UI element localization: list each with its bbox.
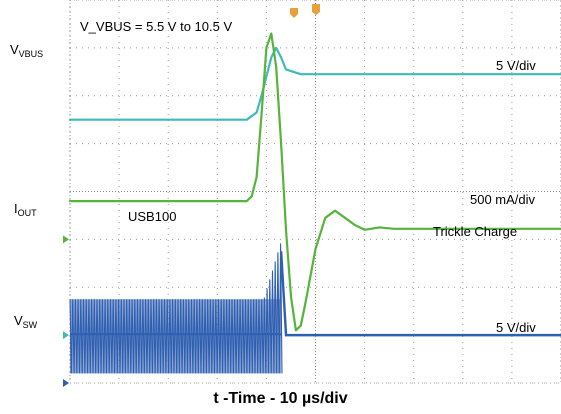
scale-label-vvbus: 5 V/div — [496, 58, 536, 73]
scale-label-vsw: 5 V/div — [496, 320, 536, 335]
grid-frame — [69, 0, 561, 384]
channel-ground-marker-2 — [63, 235, 69, 244]
channel-ground-marker-3 — [63, 379, 69, 387]
x-axis-label: t -Time - 10 µs/div — [213, 390, 348, 407]
channel-markers — [63, 235, 69, 387]
annotation-vvbus-range: V_VBUS = 5.5 V to 10.5 V — [80, 19, 233, 34]
series-label-vvbus: VVBUS — [10, 42, 44, 59]
traces — [68, 32, 561, 374]
series-band-vsw-switching — [70, 299, 282, 374]
channel-ground-marker-1 — [63, 331, 69, 340]
series-line-iout — [68, 32, 561, 332]
series-label-iout: IOUT — [14, 201, 37, 218]
series-line-vsw-settled — [279, 251, 561, 337]
series-label-vsw: VSW — [14, 313, 38, 330]
event-label-usb100: USB100 — [128, 209, 177, 224]
grid — [69, 0, 561, 384]
series-line-vvbus — [68, 46, 561, 121]
trigger-marker — [290, 8, 298, 18]
tail-label-trickle-charge: Trickle Charge — [433, 224, 518, 239]
scale-label-iout: 500 mA/div — [470, 192, 536, 207]
trigger-position-marker — [312, 4, 320, 15]
